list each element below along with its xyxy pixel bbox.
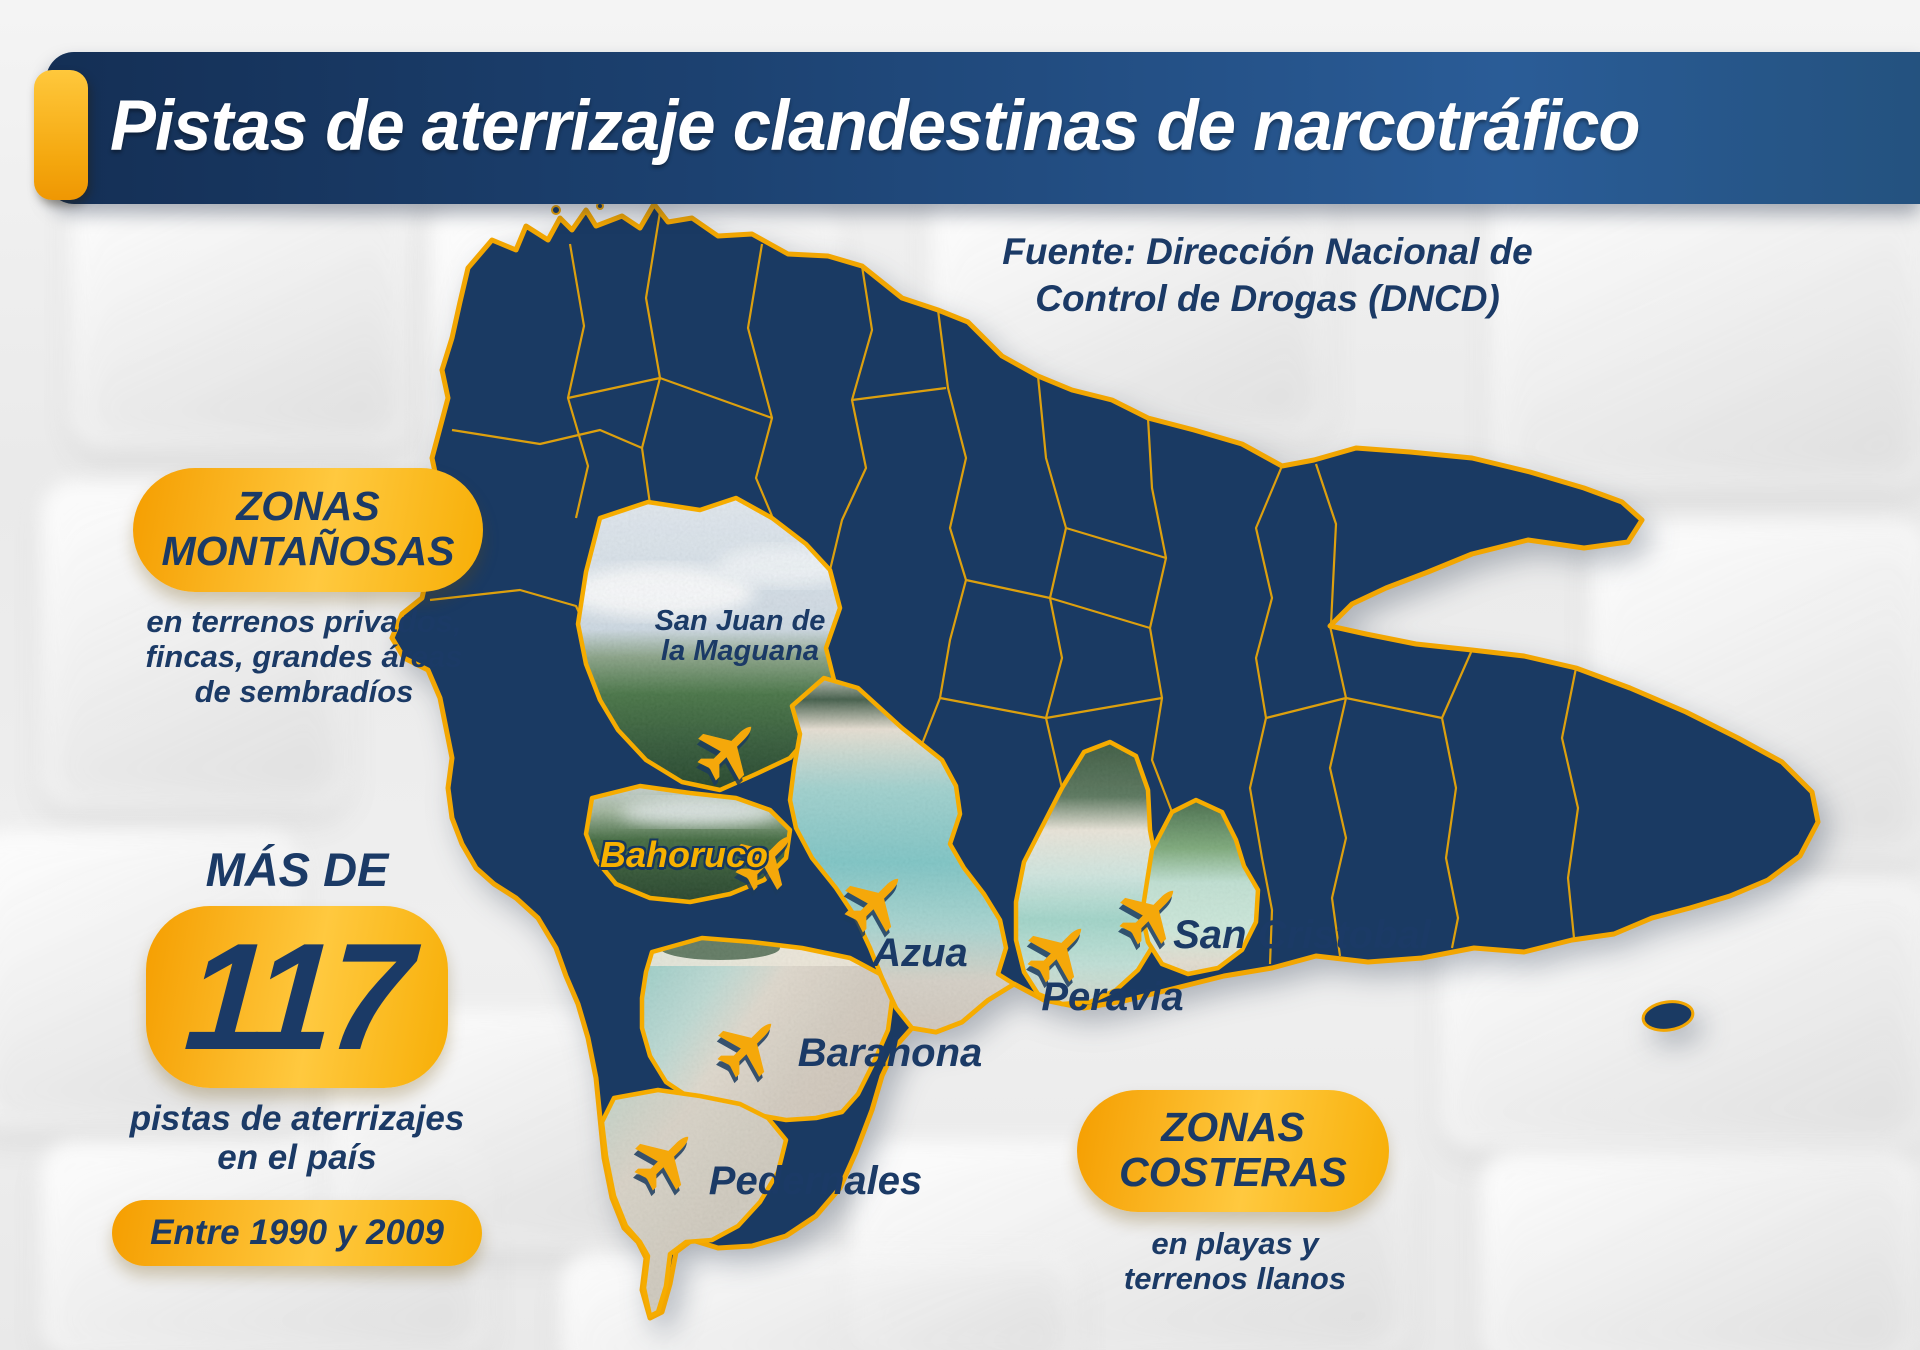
coastal-zone-badge-line2: COSTERAS bbox=[1119, 1149, 1347, 1196]
map-label-san-cristobal: San Cristobal bbox=[1173, 913, 1431, 957]
source-note: Fuente: Dirección Nacional de Control de… bbox=[980, 228, 1555, 323]
map-label-san-juan-line2: la Maguana bbox=[661, 635, 819, 668]
source-line2: Control de Drogas (DNCD) bbox=[1035, 278, 1500, 320]
coastal-desc-line1: en playas y bbox=[1151, 1226, 1319, 1261]
map-label-san-juan-line1: San Juan de bbox=[654, 605, 826, 637]
stat-desc-line1: pistas de aterrizajes bbox=[129, 1099, 465, 1138]
mountain-zone-badge-line1: ZONAS bbox=[236, 483, 380, 529]
islet bbox=[551, 205, 561, 215]
map-label-azua: Azua bbox=[872, 931, 968, 975]
brick-shape bbox=[70, 170, 410, 450]
brick-shape bbox=[1490, 160, 1920, 490]
mountain-desc-line2: fincas, grandes áreas bbox=[145, 639, 463, 675]
stat-value: 117 bbox=[180, 911, 414, 1082]
page-title: Pistas de aterrizaje clandestinas de nar… bbox=[110, 87, 1640, 166]
mountain-zone-description: en terrenos privados, fincas, grandes ár… bbox=[88, 604, 520, 709]
coastal-zone-badge-line1: ZONAS bbox=[1161, 1104, 1305, 1150]
stat-period-badge: Entre 1990 y 2009 bbox=[112, 1200, 482, 1266]
map-label-pedernales: Pedernales bbox=[708, 1159, 923, 1203]
brick-shape bbox=[1480, 1150, 1920, 1350]
stat-prefix: MÁS DE bbox=[205, 843, 389, 896]
mountain-zone-badge: ZONAS MONTAÑOSAS bbox=[133, 468, 483, 592]
coastal-zone-badge: ZONAS COSTERAS bbox=[1077, 1090, 1389, 1212]
saona-island bbox=[1641, 1000, 1695, 1032]
stat-description: pistas de aterrizajes en el país bbox=[92, 1099, 502, 1177]
province-bahoruco bbox=[583, 783, 793, 905]
stat-value-box: 117 bbox=[146, 906, 448, 1088]
map-label-san-juan: San Juan de la Maguana bbox=[595, 606, 885, 667]
coastal-desc-line2: terrenos llanos bbox=[1123, 1261, 1347, 1297]
mountain-zone-badge-line2: MONTAÑOSAS bbox=[161, 528, 455, 575]
mountain-desc-line3: de sembradíos bbox=[194, 674, 414, 710]
banner-accent-bar bbox=[34, 70, 88, 200]
coastal-zone-description: en playas y terrenos llanos bbox=[1082, 1226, 1388, 1296]
source-line1: Fuente: Dirección Nacional de bbox=[1002, 231, 1533, 272]
mountain-desc-line1: en terrenos privados, bbox=[146, 604, 462, 639]
map-label-peravia: Peravia bbox=[1041, 975, 1184, 1019]
stat-desc-line2: en el país bbox=[217, 1137, 377, 1177]
title-banner: Pistas de aterrizaje clandestinas de nar… bbox=[34, 52, 1920, 204]
map-label-bahoruco: Bahoruco bbox=[600, 834, 769, 875]
map-label-barahona: Barahona bbox=[797, 1031, 983, 1075]
province-borders bbox=[429, 211, 1580, 965]
